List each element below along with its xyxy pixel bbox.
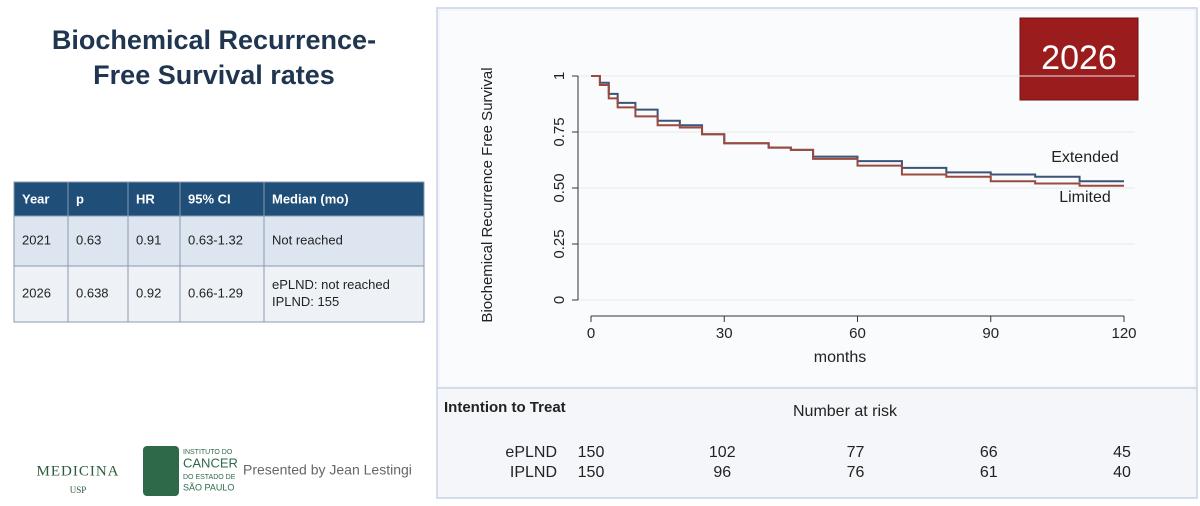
table: Year p HR 95% CI Median (mo) 2021 0.63 0.91 0.63… <box>13 181 425 323</box>
x-axis-label: months <box>814 349 866 366</box>
table-cell: 2021 <box>22 232 51 247</box>
risk-value: 150 <box>578 464 605 481</box>
table-cell: ePLND: not reached <box>272 277 390 292</box>
risk-label: IPLND <box>510 464 557 481</box>
table-cell: 0.92 <box>136 285 161 300</box>
risk-value: 76 <box>847 464 865 481</box>
table-cell: IPLND: 155 <box>272 294 339 309</box>
y-axis-label: Biochemical Recurrence Free Survival <box>479 67 496 322</box>
risk-value: 77 <box>847 444 865 461</box>
risk-value: 96 <box>713 464 731 481</box>
logo-text: DO ESTADO DE <box>183 474 236 481</box>
logo-text: CANCER <box>183 455 238 470</box>
x-tick-label: 90 <box>982 325 999 342</box>
table-header: 95% CI <box>188 191 231 206</box>
y-tick-label: 0 <box>551 296 568 304</box>
table-header: HR <box>136 191 155 206</box>
table-cell: Not reached <box>272 232 343 247</box>
logo-icon <box>143 446 179 496</box>
year-badge-text: 2026 <box>1041 39 1117 77</box>
table-row <box>13 215 425 267</box>
table-header: p <box>76 191 84 206</box>
table-cell: 0.91 <box>136 232 161 247</box>
table-header: Year <box>22 191 49 206</box>
chart: 0 0.25 0.50 0.75 1 0 30 60 90 120 months Biochemica… <box>444 67 1137 481</box>
risk-value: 66 <box>980 444 998 461</box>
risk-subtitle: Number at risk <box>793 403 898 420</box>
y-tick-label: 0.25 <box>551 229 568 258</box>
logo-text: USP <box>70 485 87 495</box>
x-tick-label: 30 <box>716 325 733 342</box>
presenter: Presented by Jean Lestingi <box>243 462 412 478</box>
curve-label: Extended <box>1051 149 1119 166</box>
survival-curve <box>591 75 1124 187</box>
y-tick-label: 0.75 <box>551 117 568 146</box>
table-cell: 0.63-1.32 <box>188 232 243 247</box>
x-tick-label: 60 <box>849 325 866 342</box>
risk-value: 40 <box>1113 464 1131 481</box>
slide-title: Biochemical Recurrence- <box>52 25 376 55</box>
y-tick-label: 0.50 <box>551 173 568 202</box>
table-cell: 0.63 <box>76 232 101 247</box>
x-tick-label: 120 <box>1111 325 1136 342</box>
risk-label: ePLND <box>505 444 557 461</box>
logo-text: SÃO PAULO <box>183 482 234 492</box>
risk-value: 102 <box>709 444 736 461</box>
table-cell: 0.66-1.29 <box>188 285 243 300</box>
risk-value: 45 <box>1113 444 1131 461</box>
table-row <box>13 265 425 323</box>
risk-title: Intention to Treat <box>444 399 566 416</box>
curve-label: Limited <box>1059 189 1111 206</box>
table-cell: 0.638 <box>76 285 109 300</box>
table-cell: 2026 <box>22 285 51 300</box>
risk-value: 61 <box>980 464 998 481</box>
risk-value: 150 <box>578 444 605 461</box>
slide-title: Free Survival rates <box>93 60 335 90</box>
x-tick-label: 0 <box>587 325 595 342</box>
y-tick-label: 1 <box>551 72 568 80</box>
table-header: Median (mo) <box>272 191 349 206</box>
logo-text: MEDICINA <box>37 463 120 479</box>
year-badge <box>1019 17 1139 101</box>
logo-text: INSTITUTO DO <box>183 449 233 456</box>
